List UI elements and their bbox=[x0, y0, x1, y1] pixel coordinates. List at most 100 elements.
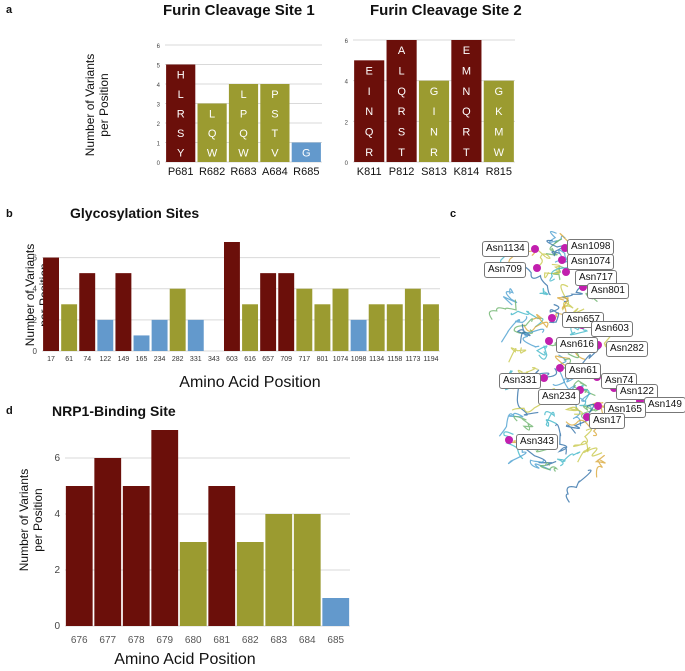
y-tick-label: 0 bbox=[54, 621, 60, 632]
panel-d-letter: d bbox=[6, 405, 13, 417]
x-tick-label: 1074 bbox=[333, 356, 349, 363]
bar-letter: Y bbox=[177, 147, 185, 159]
panel-b-xlabel: Amino Acid Position bbox=[179, 374, 321, 391]
glycan-site-marker bbox=[545, 337, 553, 345]
bar-letter: L bbox=[178, 89, 184, 101]
bar-letter: R bbox=[177, 108, 185, 120]
bar-letter: I bbox=[432, 106, 435, 118]
y-tick-label: 0 bbox=[157, 161, 161, 167]
bar-letter: W bbox=[238, 147, 249, 159]
x-tick-label: 234 bbox=[154, 356, 166, 363]
bar-letter: W bbox=[207, 147, 218, 159]
protein-strand bbox=[573, 428, 593, 453]
panel-a-ylabel-line2: per Position bbox=[97, 73, 111, 137]
x-tick-label: 684 bbox=[299, 635, 316, 646]
protein-strand bbox=[540, 462, 559, 472]
x-tick-label: K814 bbox=[454, 166, 480, 178]
bar bbox=[296, 288, 313, 351]
bar-letter: R bbox=[462, 127, 470, 139]
bar-letter: R bbox=[398, 106, 406, 118]
bar bbox=[208, 486, 236, 626]
bar-letter: M bbox=[494, 127, 503, 139]
x-tick-label: 1134 bbox=[369, 356, 384, 363]
y-tick-label: 5 bbox=[157, 64, 161, 70]
x-tick-label: 717 bbox=[298, 356, 310, 363]
bar bbox=[314, 304, 331, 351]
protein-strand bbox=[546, 239, 565, 257]
x-tick-label: 122 bbox=[99, 356, 111, 363]
x-tick-label: 616 bbox=[244, 356, 256, 363]
protein-strand bbox=[539, 287, 549, 296]
x-tick-label: 709 bbox=[280, 356, 292, 363]
y-tick-label: 2 bbox=[54, 565, 60, 576]
x-tick-label: 74 bbox=[83, 356, 91, 363]
y-tick-label: 2 bbox=[157, 122, 161, 128]
bar-letter: L bbox=[240, 89, 246, 101]
panel-a-letter: a bbox=[6, 4, 13, 16]
x-tick-label: 685 bbox=[327, 635, 344, 646]
bar-letter: Q bbox=[397, 86, 406, 98]
bar bbox=[354, 60, 385, 162]
x-tick-label: 679 bbox=[156, 635, 173, 646]
protein-strand bbox=[580, 404, 602, 421]
bar bbox=[65, 486, 93, 626]
x-tick-label: K811 bbox=[357, 166, 382, 178]
y-tick-label: 0 bbox=[33, 347, 38, 356]
protein-strand bbox=[529, 459, 552, 471]
bar bbox=[278, 273, 295, 351]
bar bbox=[322, 598, 350, 626]
bar-letter: T bbox=[463, 147, 470, 159]
glycosylation-chart: 0 2 4 6 17 61 74 122 149 165 234 282 331 343 603 616 657… bbox=[33, 242, 440, 363]
bar bbox=[97, 319, 114, 351]
bar-letter: S bbox=[177, 128, 184, 140]
protein-strand bbox=[556, 451, 581, 467]
bar-letter: N bbox=[430, 127, 438, 139]
protein-strand bbox=[577, 446, 603, 463]
protein-strand bbox=[552, 354, 567, 386]
panel-d-ylabel-line1: Number of Variants bbox=[17, 468, 31, 572]
bar-letter: Q bbox=[208, 128, 217, 140]
protein-strand bbox=[569, 326, 589, 336]
x-tick-label: 657 bbox=[262, 356, 274, 363]
structure-label: Asn616 bbox=[556, 337, 598, 353]
protein-strand bbox=[554, 423, 568, 455]
x-tick-label: R685 bbox=[293, 166, 319, 178]
bar-letter: E bbox=[463, 45, 470, 57]
x-tick-label: 683 bbox=[270, 635, 287, 646]
bar bbox=[187, 319, 204, 351]
x-tick-label: 1158 bbox=[387, 356, 402, 363]
bar-letter: S bbox=[398, 127, 405, 139]
structure-label: Asn282 bbox=[606, 341, 648, 357]
x-tick-label: 165 bbox=[136, 356, 148, 363]
bar-letter: E bbox=[366, 66, 373, 78]
bar bbox=[386, 304, 403, 351]
protein-strand bbox=[535, 345, 548, 360]
bar bbox=[79, 273, 96, 351]
panel-b-letter: b bbox=[6, 208, 13, 220]
bar bbox=[166, 64, 196, 162]
protein-strand bbox=[517, 366, 539, 374]
bar bbox=[169, 288, 186, 351]
bar bbox=[260, 273, 277, 351]
x-tick-label: 1173 bbox=[405, 356, 420, 363]
bar-letter: G bbox=[430, 86, 439, 98]
bar-letter: Q bbox=[239, 128, 248, 140]
x-tick-label: 331 bbox=[190, 356, 202, 363]
bar-letter: S bbox=[271, 108, 278, 120]
bar-letter: N bbox=[365, 106, 373, 118]
glycosylation-title: Glycosylation Sites bbox=[70, 205, 200, 221]
bar bbox=[422, 304, 439, 351]
protein-strand bbox=[565, 469, 592, 503]
panel-a-ylabel-line1: Number of Variants bbox=[83, 53, 97, 157]
bar-letter: T bbox=[398, 147, 405, 159]
structure-label: Asn61 bbox=[565, 363, 602, 379]
protein-strand bbox=[575, 384, 592, 412]
nrp1-title: NRP1-Binding Site bbox=[52, 403, 176, 419]
bar bbox=[265, 514, 293, 626]
bar bbox=[151, 430, 179, 626]
furin-site-1-chart: 0123456P681HLRSYR682LQWR683LPQWA684PSTVR… bbox=[157, 44, 322, 178]
protein-strand bbox=[549, 303, 560, 324]
y-tick-label: 3 bbox=[157, 103, 161, 109]
x-tick-label: R683 bbox=[230, 166, 256, 178]
x-tick-label: 677 bbox=[99, 635, 116, 646]
